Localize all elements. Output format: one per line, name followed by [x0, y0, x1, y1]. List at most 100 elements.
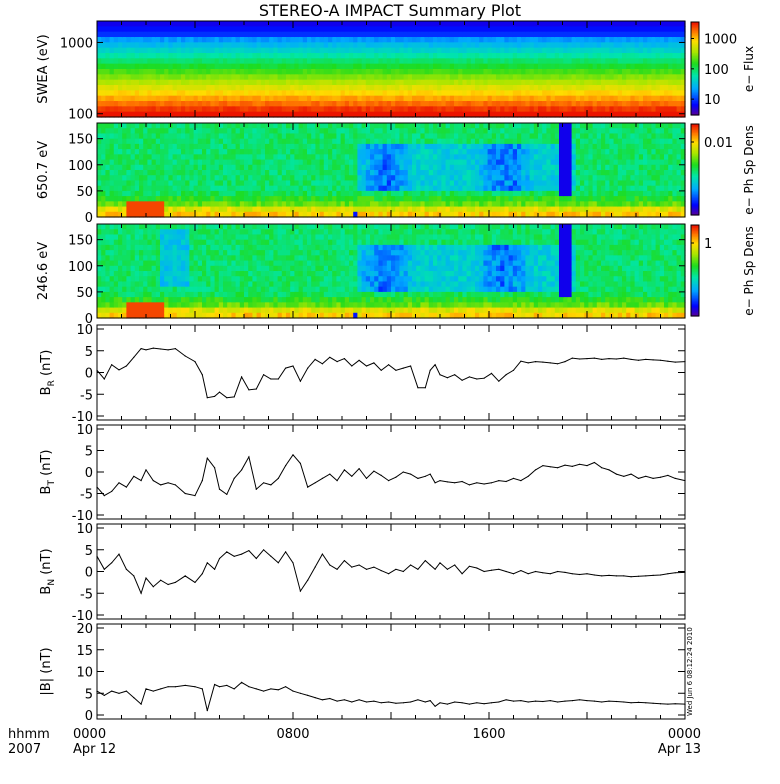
swea-heatmap-cell	[236, 21, 241, 27]
pad650-heatmap-cell	[446, 201, 451, 207]
pad650-heatmap-cell	[383, 180, 388, 186]
swea-heatmap-cell	[660, 58, 665, 64]
swea-heatmap-cell	[622, 58, 627, 64]
swea-heatmap-cell	[202, 21, 207, 27]
pad650-heatmap-cell	[517, 165, 522, 171]
swea-heatmap-cell	[677, 74, 682, 80]
swea-heatmap-cell	[210, 26, 215, 32]
pad650-heatmap-cell	[131, 175, 136, 181]
swea-heatmap-cell	[618, 37, 623, 43]
pad650-heatmap-cell	[559, 123, 564, 129]
swea-heatmap-cell	[509, 53, 514, 59]
swea-heatmap-cell	[168, 69, 173, 75]
pad650-heatmap-cell	[265, 144, 270, 150]
swea-heatmap-cell	[425, 106, 430, 112]
pad650-heatmap-cell	[551, 165, 556, 171]
pad650-heatmap-cell	[458, 160, 463, 166]
swea-heatmap-cell	[471, 96, 476, 102]
swea-heatmap-cell	[479, 96, 484, 102]
pad650-heatmap-cell	[198, 180, 203, 186]
pad650-heatmap-cell	[97, 180, 102, 186]
pad650-heatmap-cell	[425, 180, 430, 186]
swea-heatmap-cell	[168, 53, 173, 59]
swea-heatmap-cell	[437, 37, 442, 43]
swea-heatmap-cell	[492, 42, 497, 48]
swea-heatmap-cell	[147, 96, 152, 102]
swea-heatmap-cell	[303, 96, 308, 102]
swea-heatmap-cell	[177, 58, 182, 64]
swea-heatmap-cell	[189, 90, 194, 96]
swea-heatmap-cell	[332, 90, 337, 96]
swea-heatmap-cell	[173, 64, 178, 70]
pad650-heatmap-cell	[408, 144, 413, 150]
swea-heatmap-cell	[597, 90, 602, 96]
pad650-heatmap-cell	[563, 170, 568, 176]
swea-heatmap-cell	[156, 58, 161, 64]
swea-heatmap-cell	[416, 37, 421, 43]
pad650-heatmap-cell	[189, 154, 194, 160]
swea-heatmap-cell	[433, 106, 438, 112]
pad650-heatmap-cell	[164, 128, 169, 134]
swea-heatmap-cell	[446, 53, 451, 59]
pad650-heatmap-cell	[370, 144, 375, 150]
swea-heatmap-cell	[210, 80, 215, 86]
pad650-heatmap-cell	[269, 191, 274, 197]
pad650-heatmap-cell	[395, 191, 400, 197]
pad650-heatmap-cell	[399, 154, 404, 160]
swea-heatmap-cell	[504, 85, 509, 91]
pad650-heatmap-cell	[492, 170, 497, 176]
swea-heatmap-cell	[324, 69, 329, 75]
swea-heatmap-cell	[320, 64, 325, 70]
pad650-heatmap-cell	[500, 133, 505, 139]
swea-heatmap-cell	[500, 90, 505, 96]
pad650-heatmap-cell	[509, 139, 514, 145]
pad650-heatmap-cell	[567, 133, 572, 139]
swea-heatmap-cell	[135, 69, 140, 75]
swea-heatmap-cell	[336, 106, 341, 112]
pad650-heatmap-cell	[105, 149, 110, 155]
pad650-heatmap-cell	[181, 154, 186, 160]
swea-heatmap-cell	[601, 37, 606, 43]
pad650-heatmap-cell	[374, 180, 379, 186]
swea-heatmap-cell	[555, 26, 560, 32]
pad650-heatmap-cell	[236, 128, 241, 134]
swea-heatmap-cell	[110, 101, 115, 107]
swea-heatmap-cell	[429, 53, 434, 59]
swea-heatmap-cell	[429, 80, 434, 86]
swea-heatmap-cell	[198, 21, 203, 27]
swea-heatmap-cell	[219, 74, 224, 80]
swea-heatmap-cell	[601, 64, 606, 70]
swea-heatmap-cell	[257, 64, 262, 70]
pad650-heatmap-cell	[244, 139, 249, 145]
pad650-heatmap-cell	[210, 123, 215, 129]
pad650-heatmap-cell	[282, 207, 287, 213]
swea-heatmap-cell	[580, 74, 585, 80]
swea-heatmap-cell	[315, 96, 320, 102]
swea-heatmap-cell	[437, 106, 442, 112]
swea-heatmap-cell	[114, 48, 119, 54]
swea-heatmap-cell	[185, 37, 190, 43]
pad650-heatmap-cell	[433, 149, 438, 155]
swea-heatmap-cell	[122, 90, 127, 96]
pad650-heatmap-cell	[542, 139, 547, 145]
swea-heatmap-cell	[198, 26, 203, 32]
pad650-heatmap-cell	[101, 191, 106, 197]
pad650-heatmap-cell	[257, 180, 262, 186]
swea-heatmap-cell	[462, 85, 467, 91]
swea-heatmap-cell	[156, 80, 161, 86]
swea-heatmap-cell	[219, 32, 224, 38]
swea-heatmap-cell	[328, 58, 333, 64]
swea-heatmap-cell	[126, 101, 131, 107]
pad650-heatmap-cell	[475, 170, 480, 176]
pad650-heatmap-cell	[164, 133, 169, 139]
pad650-heatmap-cell	[395, 123, 400, 129]
pad650-heatmap-cell	[185, 170, 190, 176]
swea-heatmap-cell	[110, 58, 115, 64]
pad650-heatmap-cell	[471, 123, 476, 129]
swea-heatmap-cell	[572, 37, 577, 43]
pad650-heatmap-cell	[609, 128, 614, 134]
pad650-heatmap-cell	[404, 154, 409, 160]
swea-heatmap-cell	[215, 106, 220, 112]
swea-heatmap-cell	[584, 37, 589, 43]
pad650-heatmap-cell	[185, 128, 190, 134]
